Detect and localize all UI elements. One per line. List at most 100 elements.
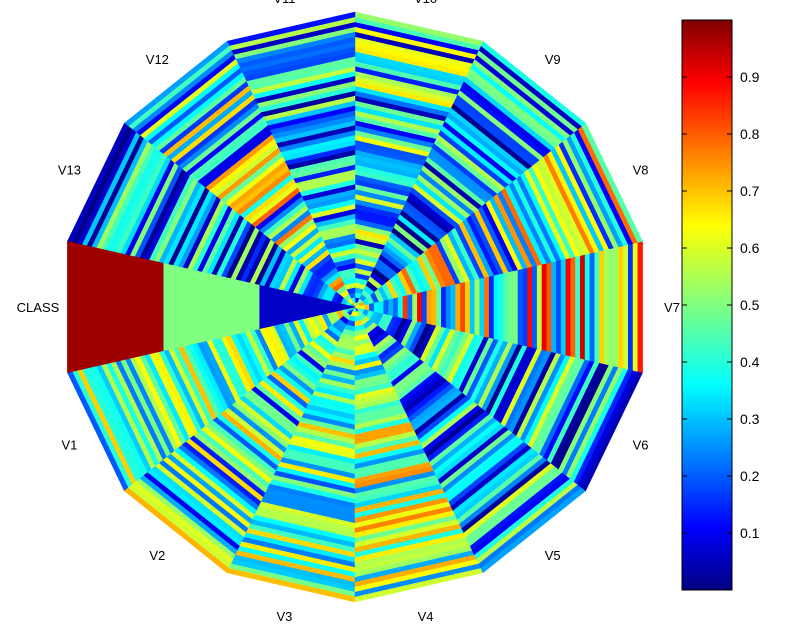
ring-cell — [254, 283, 260, 331]
ring-cell — [244, 281, 250, 333]
colorbar-tick-label: 0.3 — [740, 411, 760, 427]
ring-cell — [613, 246, 619, 368]
ring-cell — [335, 302, 341, 312]
ring-cell — [599, 249, 605, 365]
spoke-label-v13: V13 — [58, 162, 81, 177]
ring-cell — [512, 269, 519, 345]
ring-cell — [421, 290, 428, 324]
ring-cell — [637, 241, 643, 373]
ring-cell — [575, 255, 581, 359]
ring-cell — [67, 241, 73, 373]
ring-cell — [541, 262, 547, 352]
ring-cell — [369, 302, 375, 312]
ring-cell — [402, 294, 408, 320]
spoke-label-v3: V3 — [277, 609, 293, 624]
colorbar-gradient — [681, 19, 733, 591]
ring-cell — [86, 245, 92, 369]
ring-cell — [239, 280, 246, 334]
spoke-label-v4: V4 — [418, 609, 434, 624]
spoke-v5 — [354, 306, 587, 574]
spoke-v13 — [67, 122, 356, 308]
ring-cell — [172, 265, 178, 349]
ring-cell — [493, 273, 500, 341]
ring-cell — [460, 281, 466, 333]
ring-cell — [618, 245, 624, 369]
ring-cell — [282, 290, 289, 324]
ring-cell — [431, 288, 437, 326]
ring-cell — [397, 295, 404, 319]
ring-cell — [556, 259, 562, 355]
spoke-label-v8: V8 — [633, 162, 649, 177]
ring-cell — [210, 273, 217, 341]
ring-cell — [249, 282, 255, 332]
spoke-label-v11: V11 — [273, 0, 295, 6]
ring-cell — [393, 296, 399, 318]
ring-cell — [546, 261, 552, 353]
ring-cell — [570, 256, 576, 358]
ring-cell — [292, 292, 298, 322]
spoke-label-v5: V5 — [545, 548, 561, 563]
ring-cell — [560, 258, 567, 356]
ring-cell — [330, 301, 337, 313]
colorbar-tick-label: 0.9 — [740, 69, 760, 85]
ring-cell — [604, 248, 610, 366]
ring-cell — [580, 254, 586, 360]
ring-cell — [297, 293, 303, 321]
colorbar-tick-label: 0.1 — [740, 525, 760, 541]
ring-cell — [441, 285, 447, 329]
ring-cell — [105, 249, 111, 365]
spoke-v8 — [354, 122, 643, 308]
ring-cell — [484, 276, 490, 338]
ring-cell — [230, 278, 236, 336]
ring-cell — [316, 297, 322, 317]
ring-cell — [445, 284, 452, 330]
ring-cell — [119, 253, 126, 361]
ring-cell — [627, 243, 634, 371]
colorbar-tick-label: 0.8 — [740, 126, 760, 142]
ring-cell — [268, 286, 274, 328]
ring-cell — [177, 266, 183, 348]
ring-cell — [234, 279, 241, 335]
ring-cell — [632, 242, 639, 372]
ring-cell — [436, 286, 442, 328]
ring-cell — [565, 257, 571, 357]
spoke-label-v12: V12 — [146, 52, 169, 67]
ring-cell — [532, 265, 538, 349]
ring-cell — [455, 282, 461, 332]
spoke-v7 — [354, 241, 643, 373]
ring-cell — [306, 295, 313, 319]
ring-cell — [551, 260, 557, 354]
spoke-v6 — [354, 306, 643, 492]
ring-cell — [378, 300, 385, 314]
ring-cell — [517, 268, 524, 346]
ring-cell — [474, 278, 480, 336]
ring-cell — [201, 271, 207, 343]
ring-cell — [536, 264, 543, 350]
ring-cell — [115, 251, 121, 363]
ring-cell — [225, 277, 231, 337]
ring-cell — [498, 272, 504, 342]
ring-cell — [417, 291, 423, 323]
spoke-class — [67, 241, 356, 373]
ring-cell — [503, 271, 509, 343]
spoke-label-v1: V1 — [61, 438, 77, 453]
spoke-v12 — [123, 40, 356, 308]
ring-cell — [584, 253, 591, 361]
colorbar-ticks: 0.1 0.2 0.3 0.4 0.5 0.6 0.7 0.8 0.9 — [682, 69, 760, 541]
spoke-label-class: CLASS — [17, 300, 60, 315]
wheel — [67, 11, 643, 603]
ring-cell — [134, 256, 140, 358]
spoke-v1 — [67, 306, 356, 492]
ring-cell — [263, 285, 269, 329]
ring-cell — [186, 268, 193, 346]
colorbar-tick-label: 0.2 — [740, 468, 760, 484]
colorbar-tick-label: 0.5 — [740, 297, 760, 313]
ring-cell — [139, 257, 145, 357]
spoke-label-v10: V10 — [414, 0, 437, 6]
colorbar: 0.1 0.2 0.3 0.4 0.5 0.6 0.7 0.8 0.9 — [681, 19, 760, 591]
spoke-label-v9: V9 — [545, 52, 561, 67]
ring-cell — [373, 301, 380, 313]
ring-cell — [182, 267, 188, 347]
ring-cell — [623, 244, 629, 370]
ring-cell — [206, 272, 212, 342]
